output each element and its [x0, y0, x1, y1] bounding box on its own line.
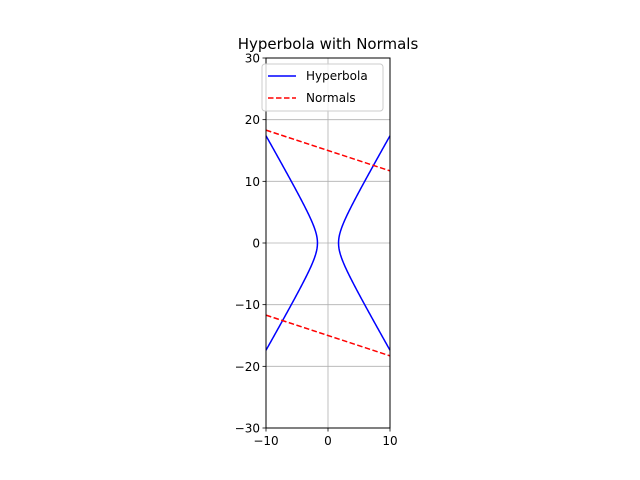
y-tick-label: 0 — [252, 237, 260, 251]
legend-normals-label: Normals — [306, 91, 356, 105]
normal-line-upper — [265, 129, 391, 172]
y-tick-label: −20 — [235, 360, 260, 374]
x-tick-label: 0 — [324, 434, 332, 448]
y-tick-label: 10 — [245, 175, 260, 189]
y-tick-label: −30 — [235, 422, 260, 436]
x-tick-label: −10 — [253, 434, 278, 448]
grid-lines — [265, 57, 391, 429]
axis-ticks: −10 0 10 −30 −20 −10 0 10 20 30 — [235, 52, 398, 449]
chart-title: Hyperbola with Normals — [238, 35, 419, 53]
y-tick-label: −10 — [235, 298, 260, 312]
x-tick-label: 10 — [382, 434, 397, 448]
y-tick-label: 20 — [245, 113, 260, 127]
normal-line-lower — [265, 314, 391, 357]
hyperbola-right-branch — [337, 135, 391, 351]
legend: Hyperbola Normals — [261, 63, 384, 112]
legend-hyperbola-label: Hyperbola — [306, 69, 368, 83]
hyperbola-left-branch — [265, 135, 319, 351]
y-tick-label: 30 — [245, 52, 260, 66]
plot-data — [265, 129, 391, 357]
